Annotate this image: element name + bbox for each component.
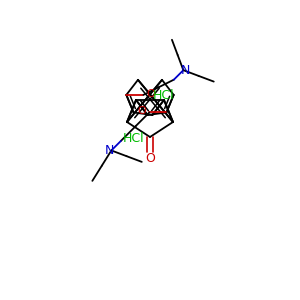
Text: N: N: [181, 64, 190, 77]
Text: O: O: [146, 89, 155, 99]
Text: HCl: HCl: [152, 89, 174, 102]
Text: O: O: [138, 106, 146, 116]
Text: HCl: HCl: [122, 132, 144, 145]
Text: O: O: [145, 152, 155, 164]
Text: N: N: [105, 144, 114, 157]
